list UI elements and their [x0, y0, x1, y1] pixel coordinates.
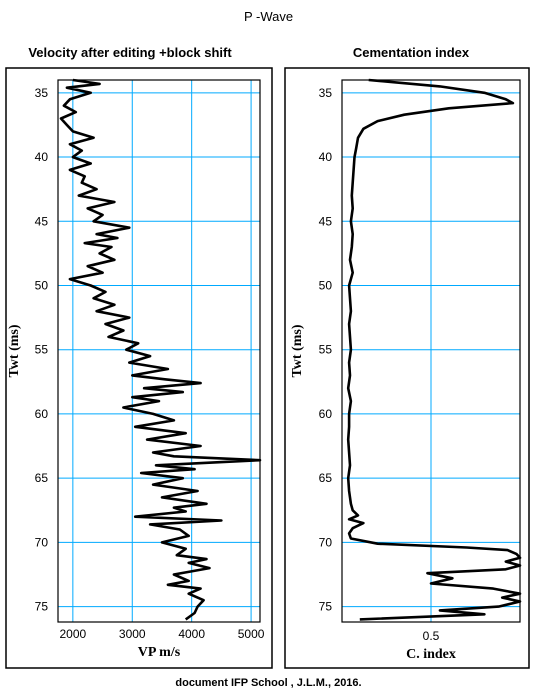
plot-area-border: [341, 79, 521, 623]
log-curve-line: [346, 78, 522, 621]
y-tick-label: 65: [35, 471, 49, 485]
y-tick-label: 60: [319, 407, 333, 421]
y-tick-label: 35: [35, 86, 49, 100]
x-tick-label: 2000: [60, 627, 87, 641]
x-axis-label: VP m/s: [138, 645, 181, 660]
y-tick-label: 40: [35, 150, 49, 164]
x-tick-label: 3000: [119, 627, 146, 641]
log-curve-line: [59, 78, 262, 621]
y-tick-label: 50: [319, 278, 333, 292]
panel-frame: [5, 67, 273, 669]
y-tick-label: 35: [319, 86, 333, 100]
y-tick-label: 45: [319, 214, 333, 228]
y-tick-label: 65: [319, 471, 333, 485]
y-tick-label: 70: [319, 535, 333, 549]
y-axis-label: Twt (ms): [290, 324, 305, 377]
chart-title: Cementation index: [353, 45, 470, 60]
y-tick-label: 60: [35, 407, 49, 421]
chart-title: Velocity after editing +block shift: [28, 45, 232, 60]
cementation-panel: Cementation index 35 40 45 50 55 60 65 70 75 0.5 C.…: [284, 45, 530, 669]
panel-frame: [284, 67, 530, 669]
x-tick-label: 5000: [238, 627, 265, 641]
y-tick-label: 75: [319, 600, 333, 614]
x-tick-label: 0.5: [423, 629, 440, 643]
y-tick-label: 40: [319, 150, 333, 164]
y-tick-label: 45: [35, 214, 49, 228]
y-axis-label: Twt (ms): [7, 324, 22, 377]
x-tick-label: 4000: [178, 627, 205, 641]
y-tick-label: 70: [35, 535, 49, 549]
velocity-panel: Velocity after editing +block shift 35 40 4…: [5, 45, 273, 669]
y-tick-label: 50: [35, 278, 49, 292]
y-tick-label: 55: [35, 343, 49, 357]
plot-area-border: [57, 79, 261, 623]
x-axis-label: C. index: [406, 647, 456, 662]
page-title: P -Wave: [243, 9, 294, 24]
y-tick-label: 75: [35, 600, 49, 614]
y-tick-label: 55: [319, 343, 333, 357]
page-footer: document IFP School , J.L.M., 2016.: [175, 677, 362, 689]
